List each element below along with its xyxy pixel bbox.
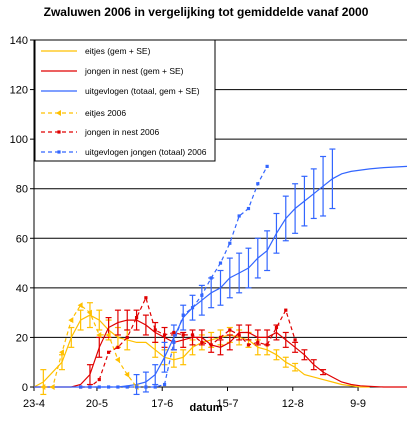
y-tick-label: 140 [10, 35, 28, 47]
data-point-marker [172, 340, 176, 344]
y-tick-label: 40 [16, 283, 28, 295]
data-point-marker [40, 384, 46, 390]
data-point-marker [144, 385, 148, 389]
x-tick-label: 12-8 [282, 398, 304, 410]
x-tick-label: 20-5 [86, 398, 108, 410]
data-point-marker [190, 306, 195, 310]
legend: eitjes (gem + SE) jongen in nest (gem + S… [34, 39, 216, 162]
data-point-marker [209, 276, 213, 280]
legend-entry-label: uitgevlogen jongen (totaal) 2006 [85, 147, 207, 157]
data-point-marker [181, 333, 185, 337]
data-point-marker [105, 331, 111, 338]
series-group [33, 148, 408, 396]
data-point-marker [265, 164, 269, 169]
data-point-marker [237, 333, 241, 337]
data-point-marker [265, 343, 269, 347]
series-line-0 [33, 314, 370, 388]
data-point-marker [172, 330, 176, 335]
data-point-marker [107, 385, 111, 389]
data-point-marker [107, 350, 111, 354]
data-point-marker [58, 349, 64, 356]
data-point-marker [246, 343, 251, 347]
data-point-marker [153, 328, 157, 332]
data-point-marker [134, 316, 139, 320]
data-point-marker [153, 385, 157, 389]
data-point-marker [256, 340, 260, 344]
legend-entry-label: jongen in nest (gem + SE) [84, 66, 184, 76]
data-point-marker [218, 335, 223, 340]
data-point-marker [134, 385, 139, 389]
data-point-marker [228, 328, 232, 332]
y-tick-label: 20 [16, 332, 28, 344]
legend-entry-label: uitgevlogen (totaal, gem + SE) [85, 86, 200, 96]
legend-marker [57, 130, 61, 134]
y-tick-label: 60 [16, 233, 28, 245]
legend-marker [56, 110, 61, 116]
y-tick-label: 100 [10, 134, 28, 146]
data-point-marker [200, 340, 204, 344]
data-point-marker [274, 325, 279, 330]
data-point-marker [116, 385, 120, 389]
data-point-marker [79, 385, 83, 389]
legend-entry-label: jongen in nest 2006 [84, 127, 159, 137]
data-point-marker [68, 317, 74, 324]
data-point-marker [218, 261, 223, 265]
y-tick-label: 120 [10, 85, 28, 97]
legend-entry-label: eitjes 2006 [85, 108, 126, 118]
data-point-marker [144, 296, 148, 300]
data-point-marker [116, 345, 120, 349]
data-point-marker [162, 382, 167, 387]
x-tick-label: 15-7 [216, 398, 238, 410]
y-tick-label: 0 [22, 382, 28, 394]
data-point-marker [97, 377, 101, 382]
x-tick-label: 9-9 [350, 398, 366, 410]
data-point-marker [49, 384, 55, 390]
data-point-marker [125, 335, 129, 340]
x-axis-label: datum [190, 402, 223, 414]
data-point-marker [125, 385, 129, 389]
y-tick-label: 80 [16, 184, 28, 196]
data-point-marker [88, 385, 92, 389]
data-point-marker [256, 182, 260, 186]
data-point-marker [97, 385, 101, 389]
data-point-marker [86, 309, 92, 316]
data-point-marker [200, 293, 204, 297]
data-point-marker [96, 331, 102, 338]
x-tick-label: 17-6 [151, 398, 173, 410]
data-point-marker [246, 206, 251, 211]
data-point-marker [77, 302, 83, 309]
legend-entry-label: eitjes (gem + SE) [85, 46, 151, 56]
x-tick-label: 23-4 [23, 398, 45, 410]
x-tick-labels: 23-4 20-5 17-6 15-7 12-8 9-9 [23, 398, 366, 410]
legend-marker [57, 150, 61, 154]
data-point-marker [114, 356, 120, 363]
data-point-marker [181, 313, 185, 317]
chart-title: Zwaluwen 2006 in vergelijking tot gemidd… [44, 5, 369, 19]
data-point-marker [162, 333, 167, 337]
data-point-marker [209, 343, 213, 347]
data-point-marker [284, 308, 288, 312]
data-point-marker [190, 333, 195, 337]
data-point-marker [228, 241, 232, 245]
data-point-marker [237, 214, 241, 218]
data-point-marker [124, 371, 130, 378]
y-tick-labels: 0 20 40 60 80 100 120 140 [10, 35, 28, 394]
legend-box [34, 39, 216, 162]
data-point-marker [293, 338, 297, 342]
